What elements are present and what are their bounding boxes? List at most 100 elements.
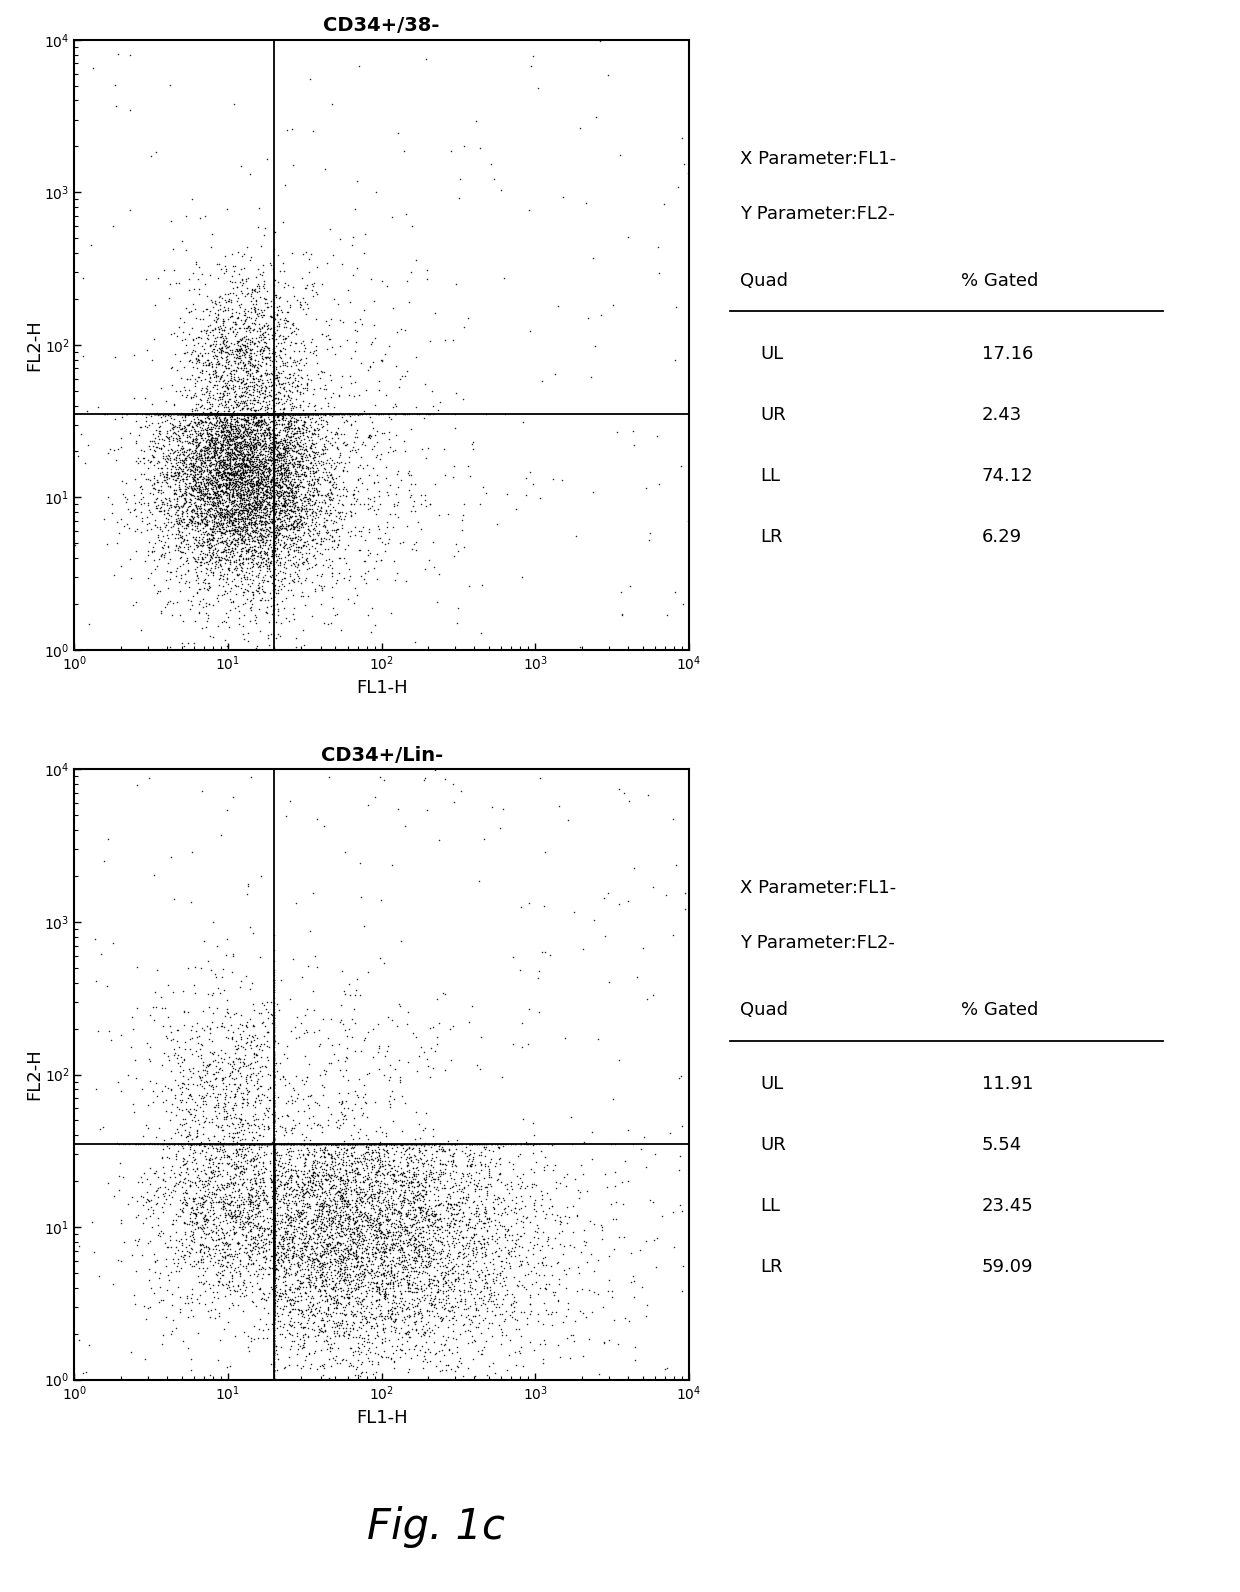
- Point: [410, 1035, 430, 1060]
- Point: [317, 1132, 337, 1157]
- Point: [347, 1189, 367, 1215]
- Point: [268, 1286, 288, 1312]
- Point: [115, 489, 135, 514]
- Point: [311, 404, 331, 430]
- Point: [241, 573, 260, 599]
- Point: [308, 1226, 327, 1251]
- Point: [409, 1213, 429, 1239]
- Point: [223, 1121, 243, 1146]
- Point: [308, 1208, 327, 1234]
- Point: [224, 1124, 244, 1149]
- Point: [103, 500, 123, 525]
- Point: [131, 1164, 151, 1189]
- Point: [294, 1020, 314, 1046]
- Point: [370, 1176, 389, 1202]
- Point: [253, 431, 273, 457]
- Point: [296, 1274, 316, 1299]
- Point: [481, 151, 501, 177]
- Point: [388, 1301, 408, 1326]
- Point: [207, 309, 227, 334]
- Point: [398, 1197, 418, 1223]
- Point: [264, 1262, 284, 1288]
- Point: [257, 527, 277, 552]
- Point: [192, 1084, 212, 1110]
- Point: [172, 1079, 192, 1105]
- Point: [264, 1048, 284, 1073]
- Point: [238, 401, 258, 427]
- Point: [379, 1235, 399, 1261]
- Point: [181, 1218, 201, 1243]
- Point: [190, 1132, 210, 1157]
- Point: [285, 366, 305, 392]
- Point: [345, 1264, 365, 1290]
- Point: [229, 509, 249, 535]
- Point: [198, 401, 218, 427]
- Point: [311, 401, 331, 427]
- Point: [249, 508, 269, 533]
- Point: [252, 314, 272, 339]
- Point: [288, 506, 308, 532]
- Point: [181, 1132, 201, 1157]
- Point: [195, 401, 215, 427]
- Point: [258, 344, 278, 369]
- Point: [233, 1132, 253, 1157]
- Point: [260, 401, 280, 427]
- Point: [293, 1205, 312, 1231]
- Point: [208, 401, 228, 427]
- Point: [351, 1162, 371, 1188]
- Point: [167, 401, 187, 427]
- Point: [267, 411, 286, 436]
- Point: [267, 455, 286, 481]
- Point: [229, 465, 249, 490]
- Point: [357, 1146, 377, 1172]
- Point: [223, 1172, 243, 1197]
- Point: [113, 401, 133, 427]
- Point: [308, 479, 327, 505]
- Point: [336, 1192, 356, 1218]
- Point: [263, 538, 283, 564]
- Point: [187, 530, 207, 556]
- Point: [289, 1231, 309, 1256]
- Point: [264, 1132, 284, 1157]
- Point: [253, 466, 273, 492]
- Point: [180, 470, 200, 495]
- Point: [149, 423, 169, 449]
- Point: [286, 463, 306, 489]
- Point: [236, 307, 255, 333]
- Point: [246, 401, 265, 427]
- Point: [64, 527, 84, 552]
- Point: [179, 1071, 198, 1097]
- Point: [275, 427, 295, 452]
- Point: [179, 1186, 198, 1212]
- Point: [290, 1270, 310, 1296]
- Point: [454, 315, 474, 341]
- Point: [202, 468, 222, 494]
- Point: [264, 1184, 284, 1210]
- Point: [265, 490, 285, 516]
- Point: [294, 1368, 314, 1393]
- Point: [262, 315, 281, 341]
- Point: [162, 416, 182, 441]
- Point: [429, 1132, 449, 1157]
- Point: [211, 465, 231, 490]
- Point: [250, 353, 270, 379]
- Point: [264, 1145, 284, 1170]
- Point: [512, 1035, 532, 1060]
- Point: [288, 511, 308, 537]
- Point: [239, 1191, 259, 1216]
- Point: [254, 1132, 274, 1157]
- Point: [167, 511, 187, 537]
- Point: [227, 1129, 247, 1154]
- Point: [254, 423, 274, 449]
- Point: [470, 135, 490, 161]
- Point: [399, 1264, 419, 1290]
- Point: [365, 1132, 384, 1157]
- Point: [399, 1135, 419, 1161]
- Point: [408, 1264, 428, 1290]
- Point: [303, 452, 322, 478]
- Point: [227, 444, 247, 470]
- Point: [232, 441, 252, 466]
- Point: [233, 433, 253, 458]
- Point: [252, 401, 272, 427]
- Point: [326, 1156, 346, 1181]
